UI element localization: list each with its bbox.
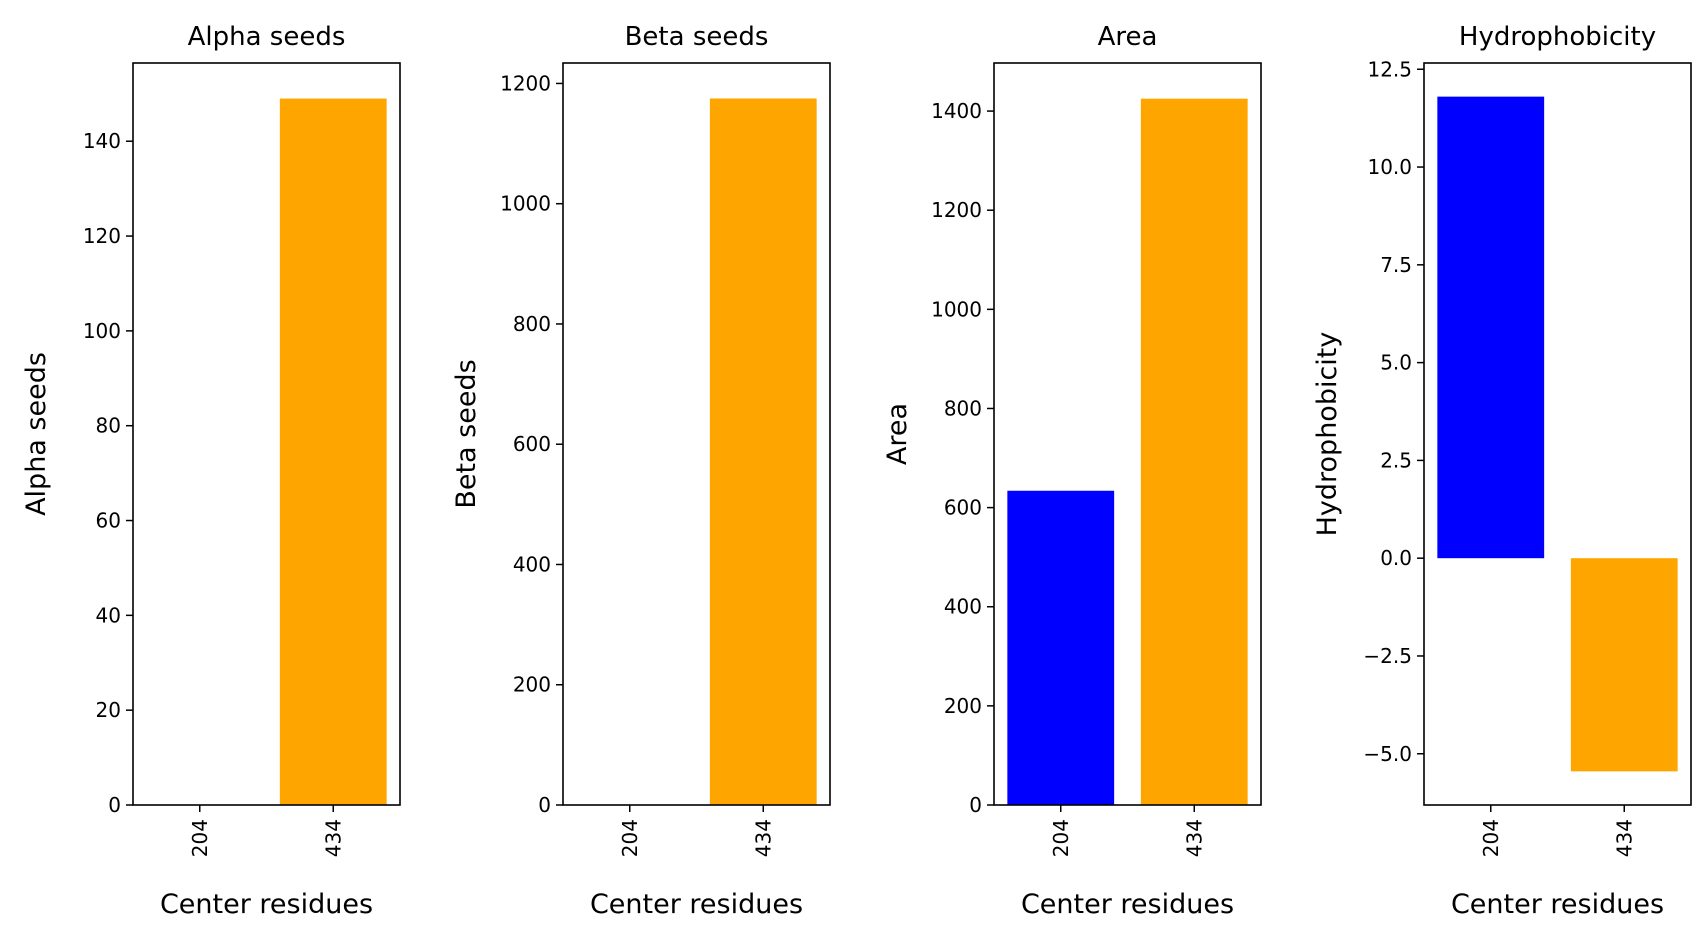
x-tick-label: 434 — [1612, 819, 1636, 857]
bar — [1007, 490, 1115, 805]
chart-title: Area — [1098, 22, 1158, 52]
y-tick-label: 600 — [513, 432, 551, 456]
x-axis-label: Center residues — [1021, 889, 1234, 920]
y-tick-label: 800 — [513, 312, 551, 336]
y-tick-label: 1000 — [500, 192, 551, 216]
y-tick-label: 5.0 — [1380, 351, 1412, 375]
x-tick-label: 204 — [1049, 819, 1073, 857]
y-tick-label: 800 — [944, 396, 982, 420]
x-axis-label: Center residues — [590, 889, 803, 920]
y-axis-label: Hydrophobicity — [1312, 332, 1343, 537]
chart-title: Hydrophobicity — [1459, 22, 1656, 52]
axes-frame — [132, 62, 401, 806]
y-tick-label: 80 — [96, 414, 121, 438]
y-tick-label: 7.5 — [1380, 253, 1412, 277]
y-tick-label: 100 — [83, 319, 121, 343]
y-tick-label: 400 — [944, 595, 982, 619]
y-axis-label: Alpha seeds — [21, 352, 52, 516]
chart-title: Beta seeds — [625, 22, 769, 52]
x-axis-label: Center residues — [1451, 889, 1664, 920]
y-tick-label: 600 — [944, 496, 982, 520]
bar — [1570, 558, 1678, 772]
y-tick-label: −5.0 — [1363, 742, 1412, 766]
y-tick-label: 200 — [944, 694, 982, 718]
y-tick-label: 400 — [513, 552, 551, 576]
x-tick-label: 434 — [321, 819, 345, 857]
x-axis-label: Center residues — [160, 889, 373, 920]
y-tick-label: 1000 — [931, 297, 982, 321]
bar — [279, 98, 387, 806]
bar — [709, 98, 817, 805]
chart-panel: 204 434 0 200 400 600 800 1000 1200 Beta seeds Cen… — [451, 22, 831, 920]
y-tick-label: −2.5 — [1363, 644, 1412, 668]
chart-panel: 204 434 0 20 40 60 80 100 120 140 Alpha seeds Cente… — [21, 22, 401, 920]
x-tick-label: 204 — [618, 819, 642, 857]
y-tick-label: 12.5 — [1367, 57, 1412, 81]
chart-panel: 204 434 0 200 400 600 800 1000 1200 1400 Area Cente… — [882, 22, 1262, 920]
x-tick-label: 434 — [751, 819, 775, 857]
y-tick-label: 0 — [538, 793, 551, 817]
y-tick-label: 0 — [969, 793, 982, 817]
y-tick-label: 1200 — [500, 71, 551, 95]
x-tick-label: 204 — [188, 819, 212, 857]
axes-frame — [1423, 62, 1692, 806]
y-axis-label: Beta seeds — [451, 359, 482, 508]
chart-title: Alpha seeds — [188, 22, 346, 52]
y-tick-label: 60 — [96, 509, 121, 533]
bar — [1437, 96, 1545, 559]
chart-panel: 204 434 −5.0 −2.5 0.0 2.5 5.0 7.5 10.0 12.5 Hydrop… — [1312, 22, 1692, 920]
x-tick-label: 204 — [1479, 819, 1503, 857]
bar — [1140, 98, 1248, 805]
x-tick-label: 434 — [1182, 819, 1206, 857]
y-tick-label: 10.0 — [1367, 155, 1412, 179]
y-tick-label: 0 — [108, 793, 121, 817]
y-tick-label: 200 — [513, 673, 551, 697]
y-tick-label: 140 — [83, 129, 121, 153]
y-tick-label: 1200 — [931, 198, 982, 222]
y-tick-label: 2.5 — [1380, 448, 1412, 472]
axes-frame — [562, 62, 831, 806]
y-tick-label: 120 — [83, 224, 121, 248]
y-tick-label: 40 — [96, 603, 121, 627]
y-axis-label: Area — [882, 403, 913, 465]
axes-frame — [993, 62, 1262, 806]
y-tick-label: 1400 — [931, 99, 982, 123]
y-tick-label: 20 — [96, 698, 121, 722]
y-tick-label: 0.0 — [1380, 546, 1412, 570]
